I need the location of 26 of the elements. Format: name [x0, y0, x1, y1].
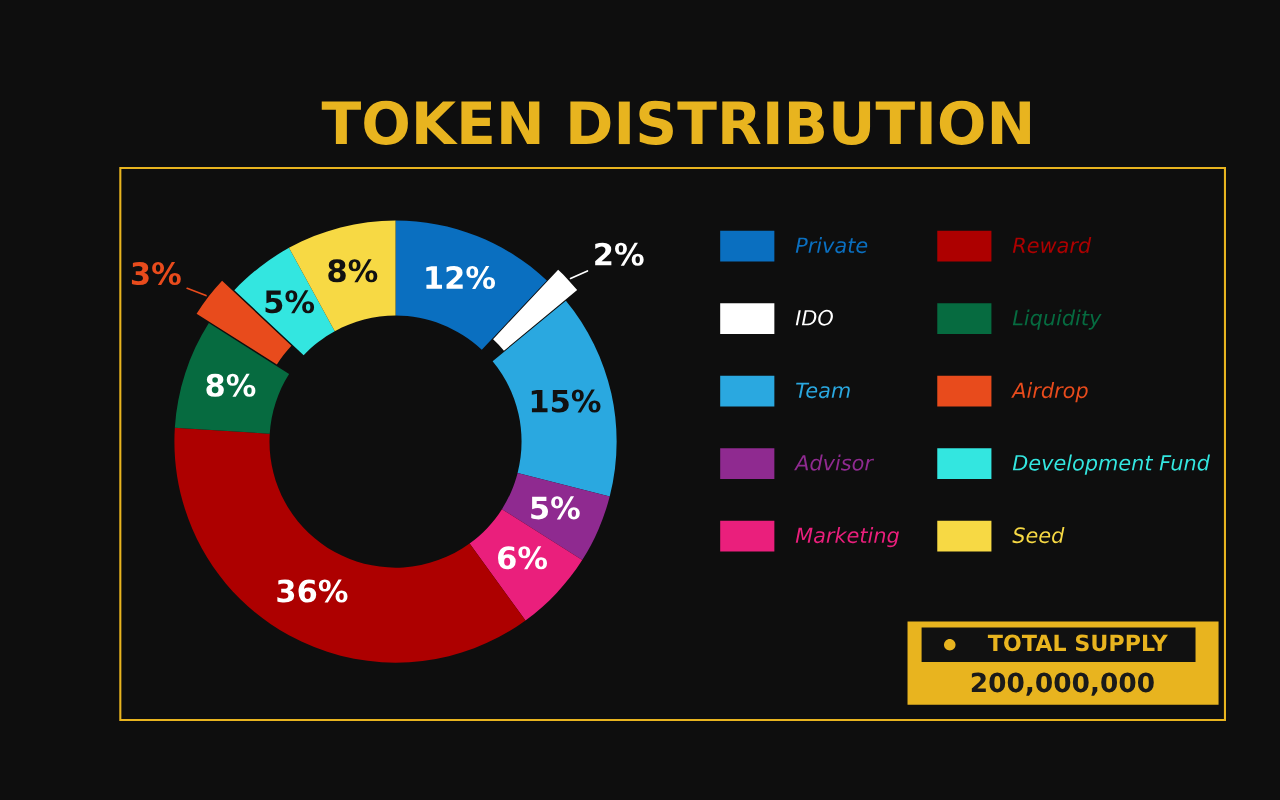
data-label: 5%: [531, 496, 580, 520]
data-label: 5%: [265, 290, 315, 314]
legend-label: Team: [796, 382, 850, 399]
data-label: 2%: [595, 242, 644, 266]
donut-slice: [492, 300, 617, 497]
legend-label: Development Fund: [1012, 454, 1211, 475]
donut-slice: [174, 323, 290, 434]
legend-label: Marketing: [795, 527, 899, 548]
text: 200,000,000: [971, 672, 1154, 696]
legend-label: Seed: [1012, 527, 1065, 544]
legend-label: IDO: [795, 309, 833, 326]
legend-label: Private: [795, 237, 868, 254]
chart-title: TOKEN DISTRIBUTION: [321, 100, 1030, 145]
data-label: 15%: [531, 389, 601, 413]
legend-label: Airdrop: [1011, 382, 1088, 403]
data-label: 6%: [498, 546, 548, 570]
legend-label: Advisor: [794, 454, 875, 471]
data-label: 12%: [426, 265, 496, 290]
legend-label: Liquidity: [1012, 309, 1102, 330]
data-label: 3%: [131, 262, 181, 286]
text: TOTAL SUPPLY: [987, 634, 1168, 652]
data-label: 36%: [277, 579, 348, 603]
data-label: 8%: [328, 259, 378, 283]
legend-label: Reward: [1012, 237, 1092, 254]
data-label: 8%: [206, 373, 256, 397]
donut-slice: [395, 220, 547, 350]
